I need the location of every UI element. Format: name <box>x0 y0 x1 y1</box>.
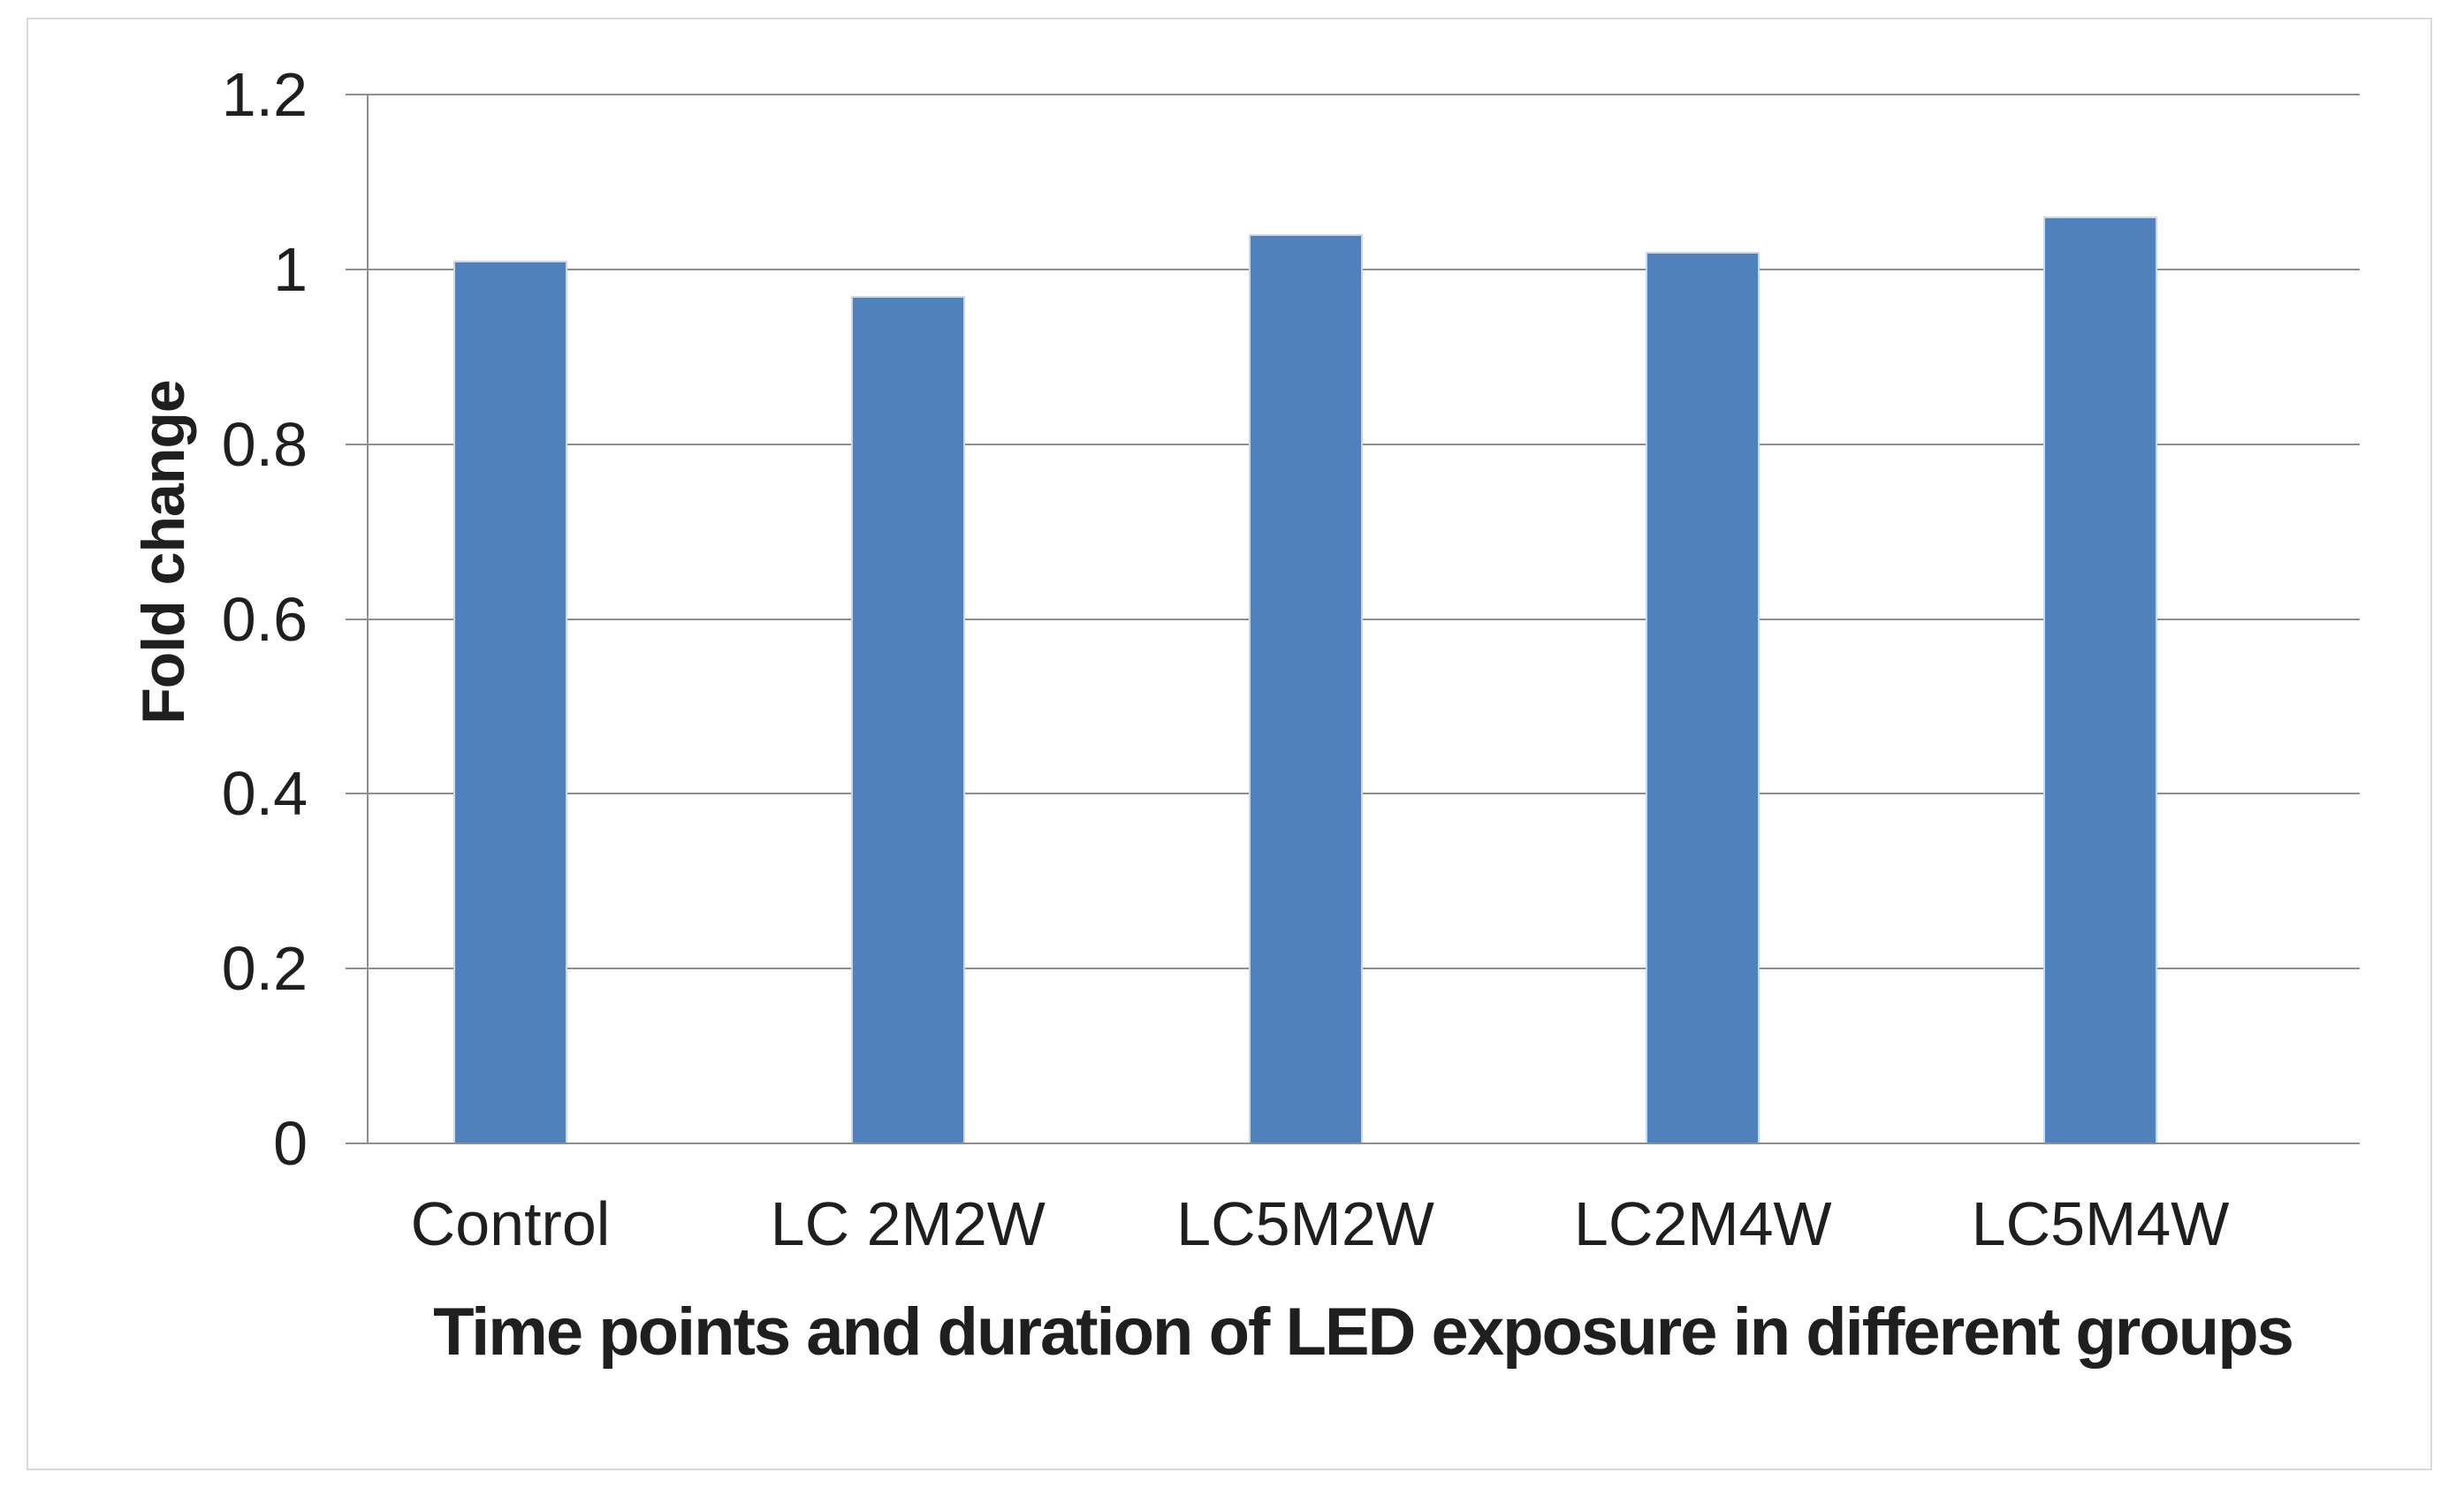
category-label: Control <box>410 1189 611 1258</box>
y-axis-tick <box>346 618 367 620</box>
chart-frame <box>27 18 2432 1470</box>
category-label: LC2M4W <box>1573 1189 1832 1258</box>
category-label: LC 2M2W <box>770 1189 1046 1258</box>
gridline <box>367 968 2360 970</box>
y-tick-label: 0.6 <box>221 584 308 654</box>
y-axis-tick <box>346 268 367 270</box>
plot-area <box>346 94 2360 1144</box>
gridline <box>367 94 2360 95</box>
bar-lc5m2w <box>1248 234 1363 1143</box>
y-axis-tick <box>346 94 367 95</box>
y-tick-label: 1.2 <box>221 60 308 129</box>
y-axis-line <box>367 95 369 1143</box>
y-tick-label: 0 <box>273 1109 308 1178</box>
gridline <box>367 618 2360 620</box>
category-label: LC5M4W <box>1971 1189 2230 1258</box>
y-axis-tick <box>346 793 367 795</box>
gridline <box>367 443 2360 445</box>
gridline <box>367 793 2360 795</box>
category-label: LC5M2W <box>1176 1189 1434 1258</box>
gridline <box>367 268 2360 270</box>
y-axis-title: Fold change <box>130 380 197 725</box>
y-axis-tick <box>346 443 367 445</box>
y-tick-label: 0.4 <box>221 759 308 829</box>
bar-lc5m4w <box>2043 216 2157 1143</box>
y-tick-label: 0.2 <box>221 934 308 1004</box>
y-tick-label: 0.8 <box>221 409 308 479</box>
x-axis-title: Time points and duration of LED exposure… <box>433 1294 2294 1370</box>
bar-control <box>453 260 567 1143</box>
y-tick-label: 1 <box>273 234 308 304</box>
x-axis-baseline <box>367 1143 2360 1144</box>
y-axis-tick <box>346 968 367 970</box>
y-axis-tick <box>346 1143 367 1144</box>
bar-lc-2m2w <box>850 295 965 1143</box>
bar-lc2m4w <box>1646 252 1761 1143</box>
